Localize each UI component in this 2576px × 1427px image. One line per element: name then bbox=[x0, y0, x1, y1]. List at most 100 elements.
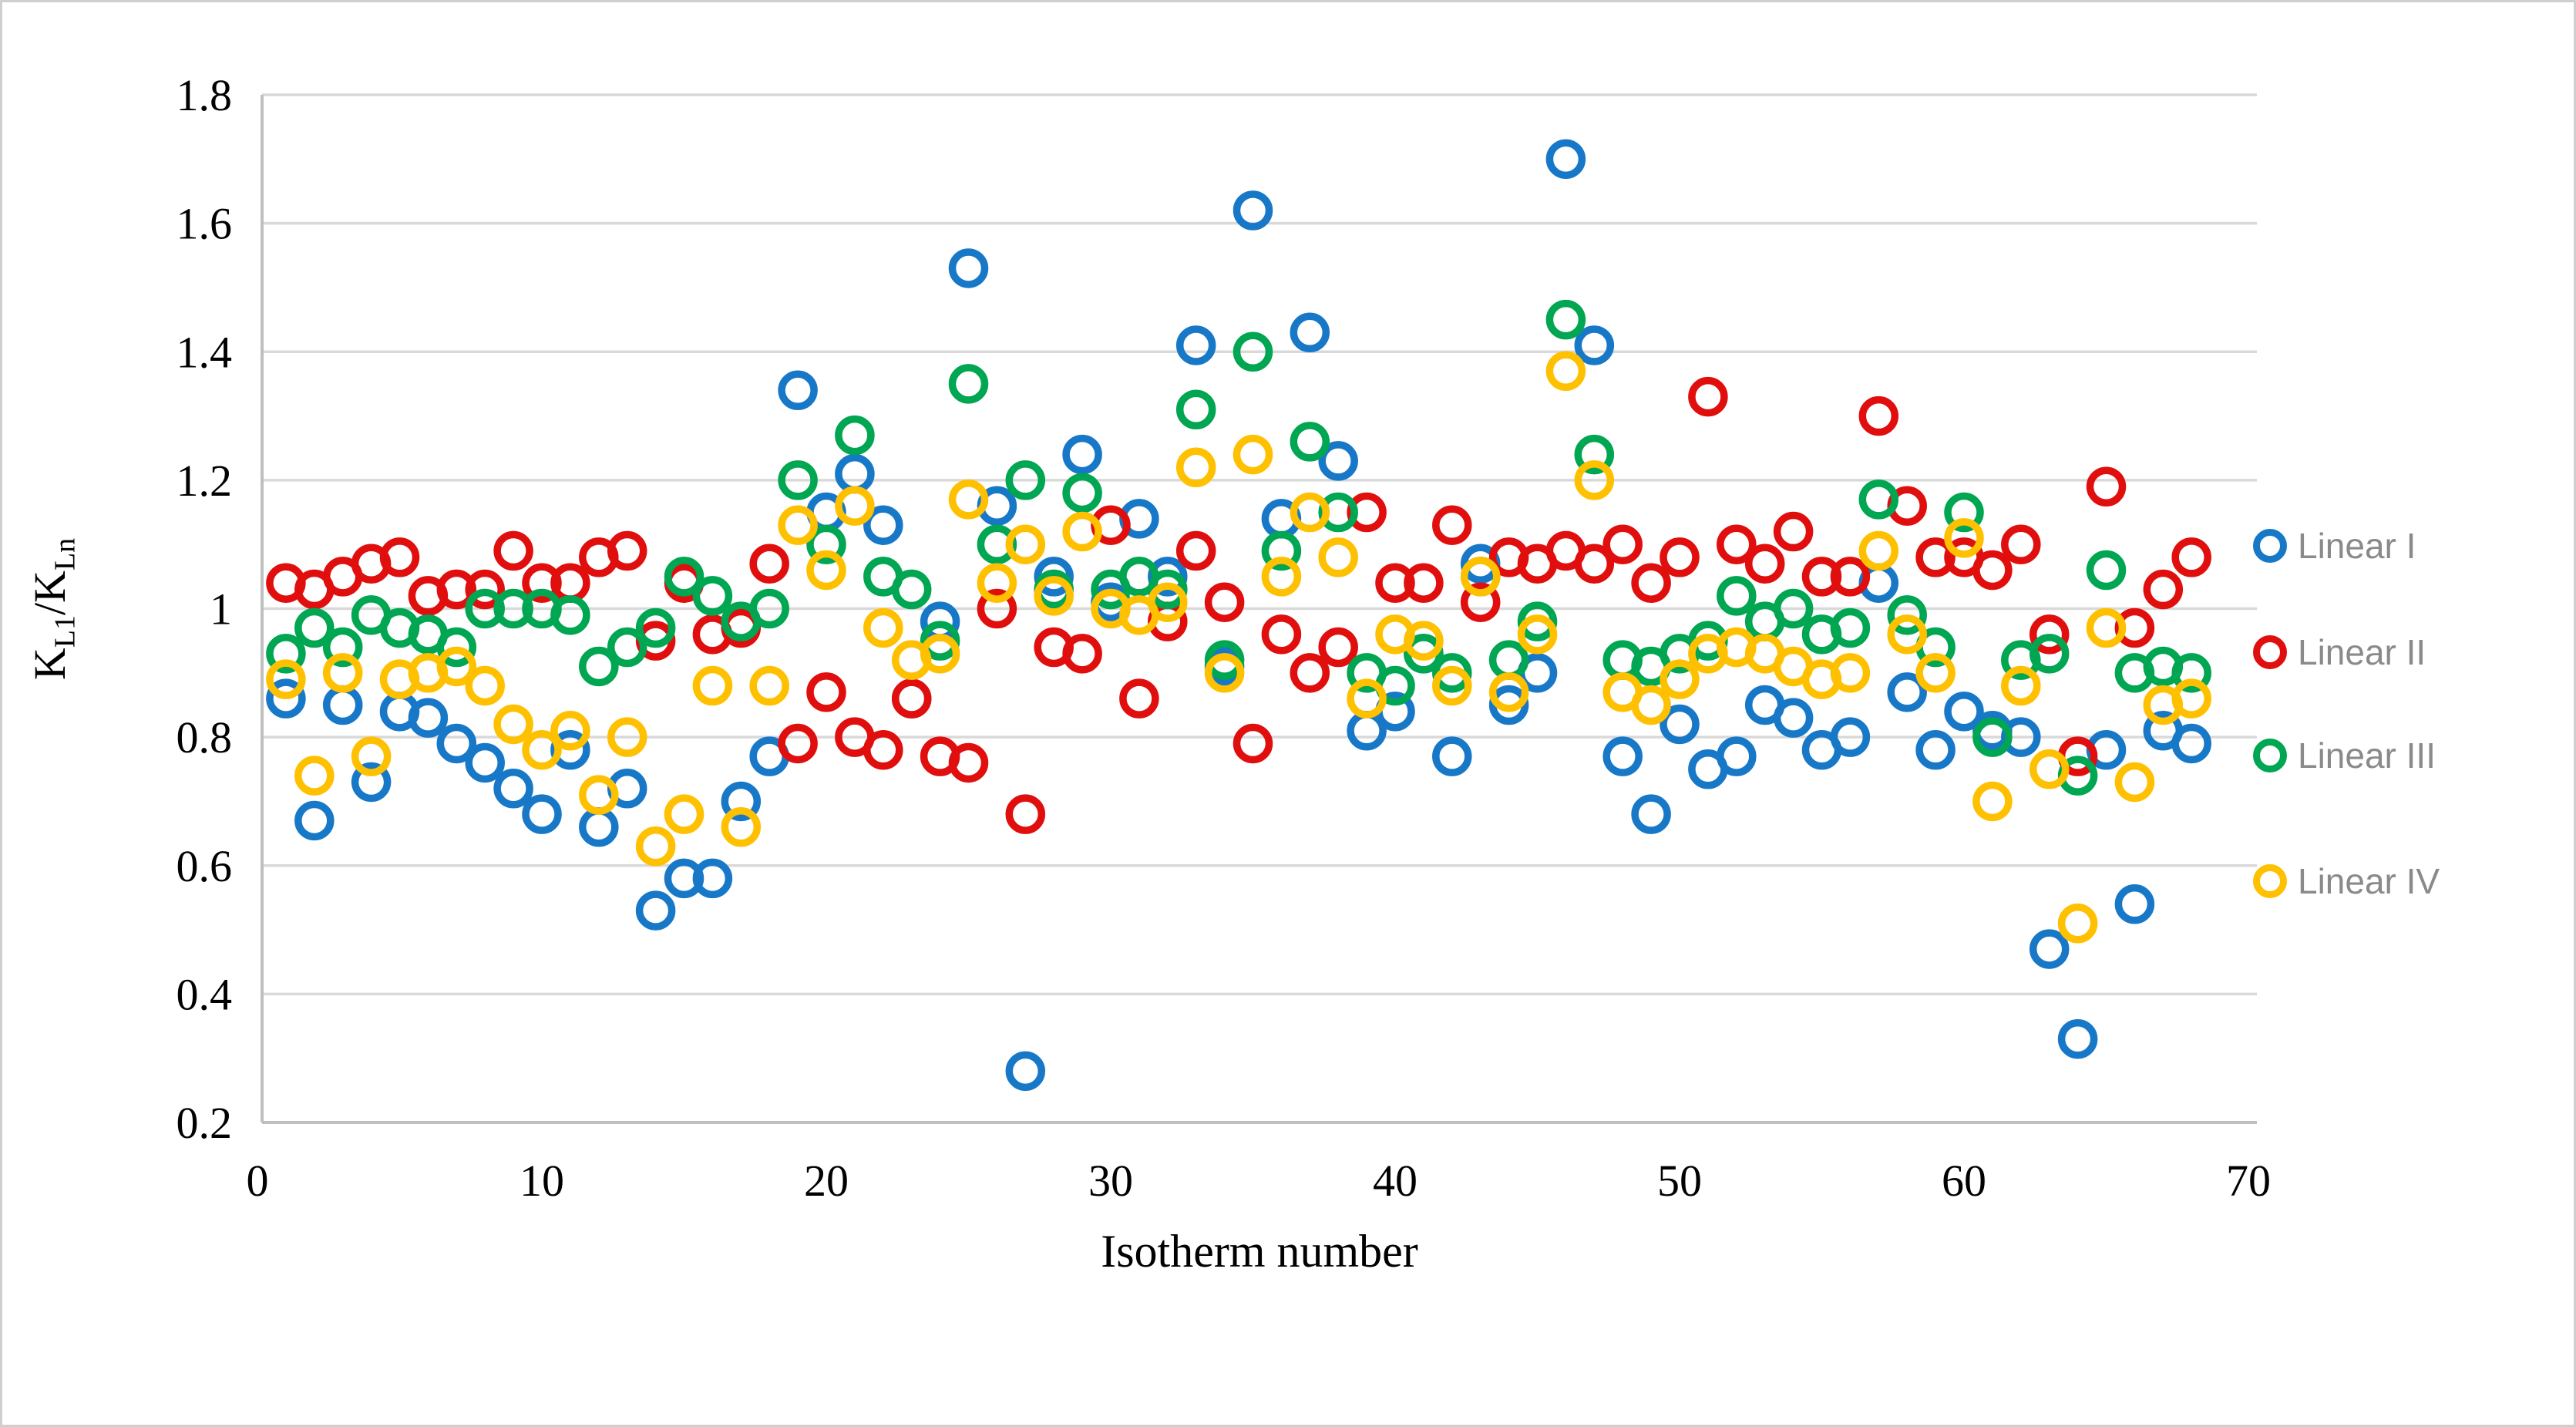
data-point-marker-icon bbox=[2171, 723, 2211, 764]
data-point-marker-icon bbox=[1318, 537, 1358, 577]
x-axis-tick-labels: 0 10 20 30 40 50 60 70 bbox=[247, 1156, 2272, 1206]
data-point-marker-icon bbox=[1545, 351, 1586, 392]
data-point-marker-icon bbox=[493, 704, 533, 745]
data-point-marker-icon bbox=[294, 756, 335, 796]
data-point-marker-icon bbox=[1460, 582, 1501, 622]
data-point-marker-icon bbox=[522, 563, 562, 603]
data-point-marker-icon bbox=[1432, 505, 1472, 545]
data-point-marker-icon bbox=[522, 794, 562, 834]
data-point-marker-icon bbox=[1148, 557, 1188, 597]
y-tick-label: 1.2 bbox=[177, 456, 233, 506]
data-point-marker-icon bbox=[948, 742, 989, 783]
data-point-marker-icon bbox=[1545, 299, 1586, 340]
data-point-marker-icon bbox=[891, 569, 932, 610]
data-point-marker-icon bbox=[607, 717, 647, 757]
x-tick-label: 50 bbox=[1657, 1156, 1702, 1206]
data-point-marker-icon bbox=[1972, 781, 2013, 822]
data-point-marker-icon bbox=[607, 627, 647, 668]
data-point-marker-icon bbox=[1005, 460, 1046, 500]
data-point-marker-icon bbox=[1261, 614, 1302, 655]
data-point-marker-icon bbox=[749, 665, 789, 706]
data-point-marker-icon bbox=[2114, 762, 2155, 803]
gridlines bbox=[262, 93, 2257, 1124]
data-point-marker-icon bbox=[465, 742, 505, 783]
data-point-marker-icon bbox=[1062, 434, 1102, 475]
data-point-marker-icon bbox=[1034, 557, 1074, 597]
data-point-marker-icon bbox=[351, 762, 392, 803]
data-point-marker-icon bbox=[1631, 563, 1671, 603]
data-point-marker-icon bbox=[1574, 434, 1615, 475]
data-point-marker-icon bbox=[721, 807, 762, 847]
data-point-marker-icon bbox=[1404, 621, 1444, 661]
data-point-marker-icon bbox=[1830, 717, 1871, 757]
data-point-marker-icon bbox=[1858, 480, 1899, 520]
data-point-marker-icon bbox=[1574, 325, 1615, 365]
data-point-marker-icon bbox=[1660, 537, 1700, 577]
data-point-marker-icon bbox=[1318, 492, 1358, 533]
data-point-marker-icon bbox=[1062, 473, 1102, 513]
data-point-marker-icon bbox=[1858, 530, 1899, 571]
y-tick-label: 1.8 bbox=[177, 70, 233, 120]
data-point-marker-icon bbox=[1830, 557, 1871, 597]
data-point-marker-icon bbox=[778, 723, 818, 764]
data-point-marker-icon bbox=[1915, 537, 1956, 577]
data-point-marker-icon bbox=[379, 537, 420, 577]
linear-2-marker-icon bbox=[2253, 635, 2287, 669]
data-point-marker-icon bbox=[1602, 524, 1643, 564]
data-point-marker-icon bbox=[948, 364, 989, 404]
data-point-marker-icon bbox=[664, 557, 705, 597]
data-point-marker-icon bbox=[2029, 749, 2070, 789]
data-point-marker-icon bbox=[1972, 550, 2013, 591]
data-point-marker-icon bbox=[1005, 794, 1046, 834]
data-point-marker-icon bbox=[948, 480, 989, 520]
data-point-marker-icon bbox=[1062, 634, 1102, 674]
data-point-marker-icon bbox=[1005, 1051, 1046, 1092]
x-tick-label: 40 bbox=[1373, 1156, 1417, 1206]
data-point-marker-icon bbox=[721, 781, 762, 822]
data-point-marker-icon bbox=[1631, 794, 1671, 834]
data-point-marker-icon bbox=[408, 698, 449, 738]
data-point-marker-icon bbox=[664, 858, 705, 899]
data-point-marker-icon bbox=[1347, 492, 1387, 533]
data-point-marker-icon bbox=[2029, 634, 2070, 674]
data-point-marker-icon bbox=[1204, 582, 1245, 622]
linear-4-marker-icon bbox=[2253, 864, 2287, 898]
x-axis-title: Isotherm number bbox=[1101, 1226, 1418, 1277]
data-point-marker-icon bbox=[891, 678, 932, 719]
data-point-marker-icon bbox=[1631, 685, 1671, 725]
data-point-marker-icon bbox=[2114, 607, 2155, 648]
data-point-marker-icon bbox=[1233, 332, 1273, 372]
data-point-marker-icon bbox=[1204, 640, 1245, 680]
data-point-marker-icon bbox=[1830, 607, 1871, 648]
data-point-marker-icon bbox=[1318, 441, 1358, 481]
data-point-marker-icon bbox=[351, 736, 392, 776]
y-axis-tick-labels: 0.2 0.4 0.6 0.8 1 1.2 1.4 1.6 1.8 bbox=[177, 70, 233, 1148]
data-point-marker-icon bbox=[579, 646, 619, 687]
data-point-marker-icon bbox=[1432, 736, 1472, 776]
data-point-marker-icon bbox=[863, 505, 903, 545]
data-point-marker-icon bbox=[1148, 582, 1188, 622]
data-point-marker-icon bbox=[579, 775, 619, 815]
data-point-marker-icon bbox=[1858, 395, 1899, 436]
data-point-marker-icon bbox=[436, 723, 477, 764]
data-point-marker-icon bbox=[1717, 524, 1757, 564]
data-point-marker-icon bbox=[266, 659, 306, 699]
y-tick-label: 0.8 bbox=[177, 712, 233, 762]
data-point-marker-icon bbox=[2086, 550, 2127, 591]
legend-label: Linear III bbox=[2298, 735, 2436, 776]
data-point-marker-icon bbox=[1773, 588, 1814, 629]
legend-label: Linear I bbox=[2298, 526, 2416, 566]
data-point-marker-icon bbox=[806, 672, 846, 712]
data-point-marker-icon bbox=[1404, 563, 1444, 603]
data-point-marker-icon bbox=[322, 653, 363, 693]
data-point-marker-icon bbox=[1574, 544, 1615, 584]
series-linear-iv bbox=[266, 351, 2211, 944]
data-point-marker-icon bbox=[635, 890, 676, 931]
y-tick-label: 1.6 bbox=[177, 199, 233, 249]
data-point-marker-icon bbox=[1488, 672, 1529, 712]
data-point-marker-icon bbox=[550, 711, 590, 751]
data-point-marker-icon bbox=[1915, 653, 1956, 693]
data-point-marker-icon bbox=[2171, 537, 2211, 577]
data-points bbox=[266, 139, 2211, 1092]
